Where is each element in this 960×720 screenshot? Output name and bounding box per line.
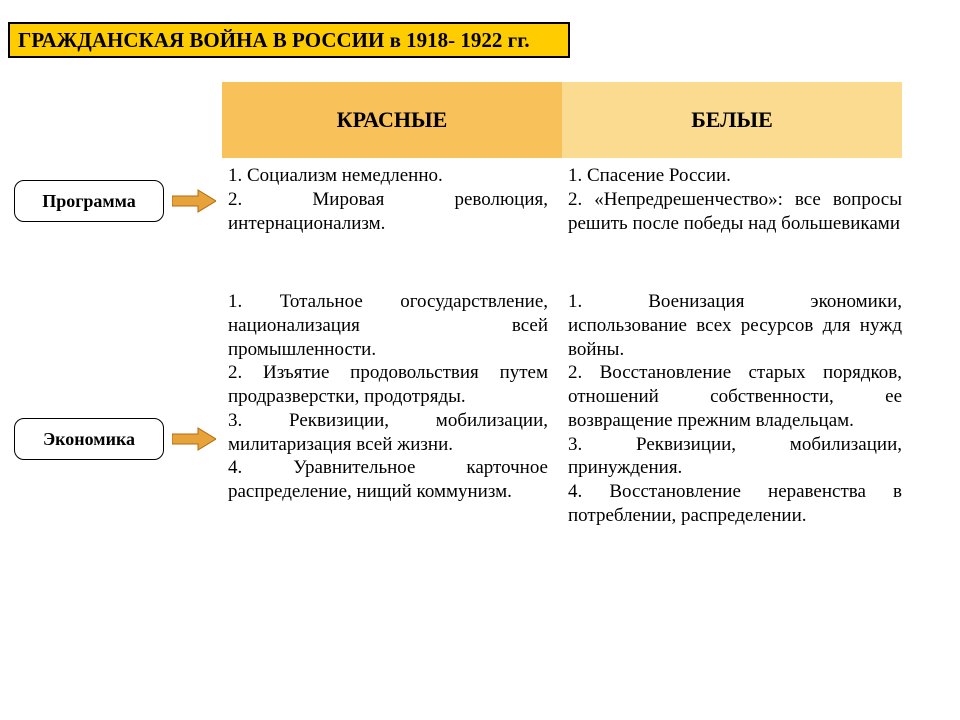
cell-ekonomika-red: 1. Тотальное огосударствление, национали… [228, 290, 548, 504]
column-header-left: КРАСНЫЕ [222, 82, 562, 158]
cell-programma-red: 1. Социализм немедленно. 2. Мировая рево… [228, 164, 548, 235]
arrow-right-icon [172, 188, 216, 214]
category-box-ekonomika: Экономика [14, 418, 164, 460]
cell-ekonomika-white: 1. Военизация экономики, использование в… [568, 290, 902, 528]
page-title: ГРАЖДАНСКАЯ ВОЙНА В РОССИИ в 1918- 1922 … [8, 22, 570, 58]
category-box-programma: Программа [14, 180, 164, 222]
cell-programma-white: 1. Спасение России. 2. «Непредрешенчеств… [568, 164, 902, 235]
column-header-right: БЕЛЫЕ [562, 82, 902, 158]
arrow-right-icon [172, 426, 216, 452]
